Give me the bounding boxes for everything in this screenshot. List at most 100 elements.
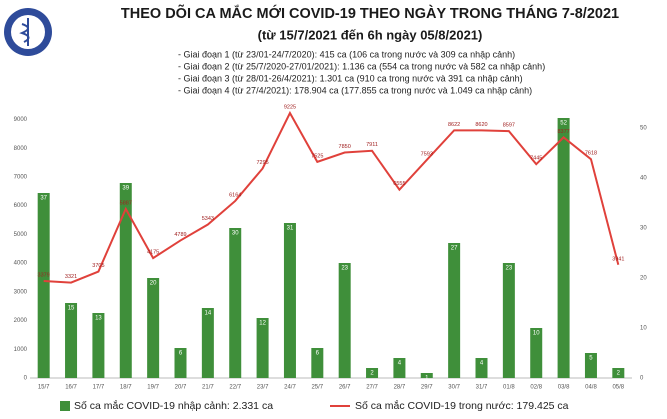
y2-tick-label: 40 [640,176,647,182]
bar-label: 6 [179,351,183,357]
y-tick-label: 5000 [14,232,28,238]
x-tick-label: 19/7 [147,385,159,391]
y-tick-label: 3000 [14,289,28,295]
x-tick-label: 03/8 [558,385,570,391]
bar [557,118,570,378]
y2-tick-label: 30 [640,226,647,232]
chart-title: THEO DÕI CA MẮC MỚI COVID-19 THEO NGÀY T… [121,4,619,22]
line-label: 8622 [448,122,460,128]
bar [366,368,379,378]
line-label: 7911 [366,142,378,148]
bar [420,373,433,378]
logo [4,8,52,56]
bar-label: 5 [589,356,593,362]
line-label: 3941 [612,256,624,262]
bar-label: 20 [150,281,157,287]
y-tick-label: 0 [24,376,28,382]
line-label: 9225 [284,104,296,110]
bar [448,243,461,378]
x-tick-label: 02/8 [530,385,542,391]
bar-label: 52 [560,121,567,127]
annotation: - Giai đoạn 2 (từ 25/7/2020-27/01/2021):… [178,61,545,71]
bar [502,263,515,378]
line-label: 7618 [585,151,597,157]
bar-label: 14 [205,311,212,317]
bar [283,223,296,378]
line-label: 8620 [475,122,487,128]
bar [475,358,488,378]
x-tick-label: 27/7 [366,385,378,391]
legend-swatch [60,401,70,411]
x-tick-label: 18/7 [120,385,132,391]
y2-tick-label: 10 [640,326,647,332]
bar-label: 1 [425,376,429,382]
x-tick-label: 24/7 [284,385,296,391]
annotation: - Giai đoạn 1 (từ 23/01-24/7/2020): 415 … [178,49,515,59]
y2-tick-label: 50 [640,126,647,132]
x-tick-label: 21/7 [202,385,214,391]
bar [174,348,187,378]
y-tick-label: 1000 [14,347,28,353]
x-tick-label: 22/7 [229,385,241,391]
line-label: 7593 [421,151,433,157]
bar-label: 27 [451,246,458,252]
line-label: 5887 [120,200,132,206]
bar-label: 2 [370,371,374,377]
bar [311,348,324,378]
x-tick-label: 25/7 [311,385,323,391]
line-label: 3379 [38,272,50,278]
y2-tick-label: 0 [640,376,644,382]
bar [584,353,597,378]
legend-label: Số ca mắc COVID-19 nhập cảnh: 2.331 ca [74,399,273,412]
bar-label: 15 [68,306,75,312]
bar [256,318,269,378]
line-label: 7445 [530,156,542,162]
bar-label: 31 [287,226,294,232]
bar-label: 12 [259,321,266,327]
y-tick-label: 6000 [14,203,28,209]
line-label: 8377 [557,129,569,135]
bar [92,313,105,378]
y-tick-label: 4000 [14,261,28,267]
bar [147,278,160,378]
bar [65,303,78,378]
bar-label: 4 [398,361,402,367]
bar-label: 4 [480,361,484,367]
x-tick-label: 29/7 [421,385,433,391]
line-label: 7525 [311,153,323,159]
line-label: 4789 [174,232,186,238]
y-tick-label: 8000 [14,146,28,152]
x-tick-label: 16/7 [65,385,77,391]
x-tick-label: 04/8 [585,385,597,391]
x-tick-label: 31/7 [476,385,488,391]
x-tick-label: 23/7 [257,385,269,391]
y-tick-label: 2000 [14,318,28,324]
bar [393,358,406,378]
chart-subtitle: (từ 15/7/2021 đến 6h ngày 05/8/2021) [258,27,483,42]
line-label: 7295 [256,160,268,166]
bar [119,183,132,378]
bar [338,263,351,378]
y2-tick-label: 20 [640,276,647,282]
bar-label: 30 [232,231,239,237]
y-tick-label: 7000 [14,175,28,181]
bar-label: 37 [40,196,47,202]
x-tick-label: 28/7 [394,385,406,391]
y-tick-label: 9000 [14,117,28,123]
x-tick-label: 20/7 [175,385,187,391]
bar [530,328,543,378]
bar-label: 6 [316,351,320,357]
annotation: - Giai đoạn 4 (từ 27/4/2021): 178.904 ca… [178,85,532,95]
bar-label: 23 [506,266,513,272]
line-label: 4175 [147,250,159,256]
bar-label: 2 [617,371,621,377]
annotation: - Giai đoạn 3 (từ 28/01-26/4/2021): 1.30… [178,73,523,83]
legend-label: Số ca mắc COVID-19 trong nước: 179.425 c… [355,399,569,412]
line-label: 7850 [339,144,351,150]
line [43,110,620,284]
bar-label: 10 [533,331,540,337]
bar-label: 39 [122,186,129,192]
line-label: 3705 [92,263,104,269]
x-tick-label: 01/8 [503,385,515,391]
